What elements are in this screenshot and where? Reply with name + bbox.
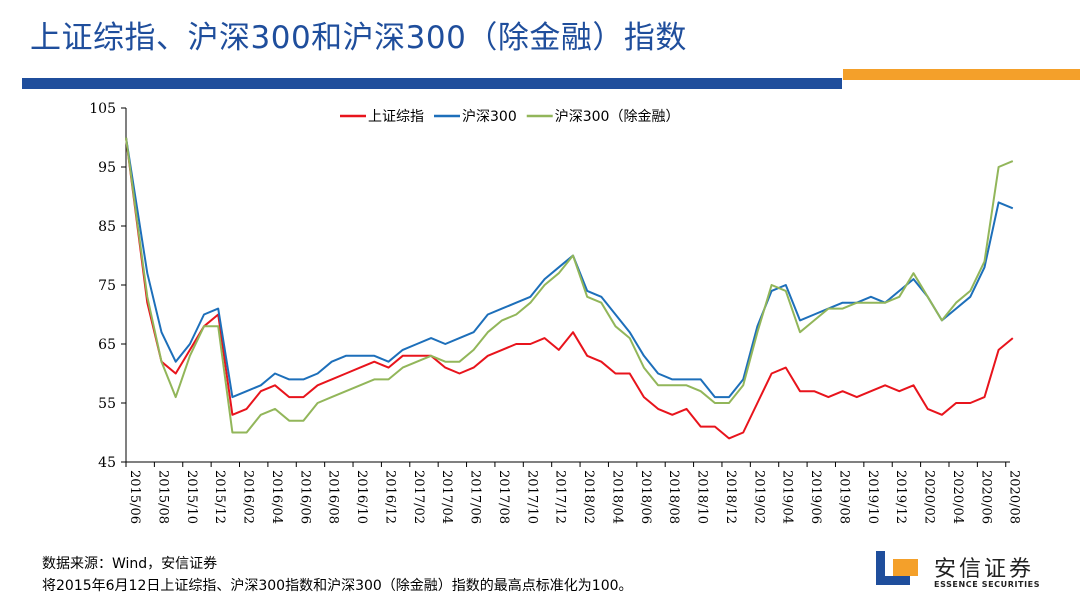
- x-tick-label: 2018/12: [723, 470, 738, 524]
- logo-name-en: ESSENCE SECURITIES: [934, 580, 1041, 589]
- page-title: 上证综指、沪深300和沪深300（除金融）指数: [30, 20, 687, 56]
- data-source-note: 数据来源：Wind，安信证券: [42, 556, 218, 572]
- legend-label-2: 沪深300: [462, 109, 517, 125]
- x-tick-label: 2018/06: [638, 470, 653, 524]
- x-tick-label: 2020/06: [978, 470, 993, 524]
- x-tick-label: 2018/02: [581, 470, 596, 524]
- x-tick-label: 2016/08: [326, 470, 341, 524]
- x-tick-label: 2016/12: [382, 470, 397, 524]
- logo-name-cn: 安信证券: [934, 557, 1035, 582]
- x-tick-label: 2015/08: [155, 470, 170, 524]
- x-tick-label: 2020/02: [922, 470, 937, 524]
- x-tick-label: 2019/02: [751, 470, 766, 524]
- x-tick-label: 2016/02: [241, 470, 256, 524]
- y-tick-label: 45: [98, 455, 116, 471]
- x-tick-label: 2016/10: [354, 470, 369, 524]
- x-tick-label: 2018/10: [695, 470, 710, 524]
- x-tick-label: 2020/04: [950, 470, 965, 524]
- x-tick-label: 2019/08: [836, 470, 851, 524]
- y-tick-label: 55: [98, 396, 116, 412]
- y-tick-label: 85: [98, 219, 116, 235]
- series-line-3: [125, 137, 1014, 434]
- x-tick-label: 2017/02: [411, 470, 426, 524]
- logo-mark-icon: [876, 551, 918, 585]
- x-tick-label: 2018/08: [666, 470, 681, 524]
- y-tick-label: 75: [98, 278, 116, 294]
- x-tick-label: 2017/04: [439, 470, 454, 524]
- x-tick-label: 2016/04: [269, 470, 284, 524]
- legend-label-3: 沪深300（除金融）: [555, 109, 680, 125]
- x-tick-label: 2015/06: [127, 470, 142, 524]
- x-tick-label: 2019/10: [865, 470, 880, 524]
- x-tick-label: 2015/12: [212, 470, 227, 524]
- x-tick-label: 2019/06: [808, 470, 823, 524]
- y-tick-label: 105: [89, 101, 116, 117]
- header-divider-blue: [22, 78, 842, 89]
- x-tick-label: 2019/12: [893, 470, 908, 524]
- y-tick-label: 95: [98, 160, 116, 176]
- x-tick-label: 2017/10: [524, 470, 539, 524]
- x-tick-label: 2016/06: [297, 470, 312, 524]
- x-tick-label: 2017/06: [468, 470, 483, 524]
- x-tick-label: 2015/10: [184, 470, 199, 524]
- line-chart: 45 55 65 75 85 95 105 2015/06 2015/08 2015/10 2015…: [89, 101, 1022, 524]
- x-tick-label: 2019/04: [780, 470, 795, 524]
- x-tick-label: 2017/12: [553, 470, 568, 524]
- company-logo: 安信证券 ESSENCE SECURITIES: [872, 547, 1072, 597]
- series-line-1: [125, 137, 1014, 440]
- series-line-2: [125, 137, 1014, 399]
- normalization-note: 将2015年6月12日上证综指、沪深300指数和沪深300（除金融）指数的最高点…: [42, 578, 633, 594]
- header-divider-orange: [843, 69, 1080, 80]
- y-tick-label: 65: [98, 337, 116, 353]
- x-tick-label: 2020/08: [1007, 470, 1022, 524]
- x-tick-label: 2017/08: [496, 470, 511, 524]
- x-tick-label: 2018/04: [609, 470, 624, 524]
- legend-label-1: 上证综指: [368, 109, 424, 125]
